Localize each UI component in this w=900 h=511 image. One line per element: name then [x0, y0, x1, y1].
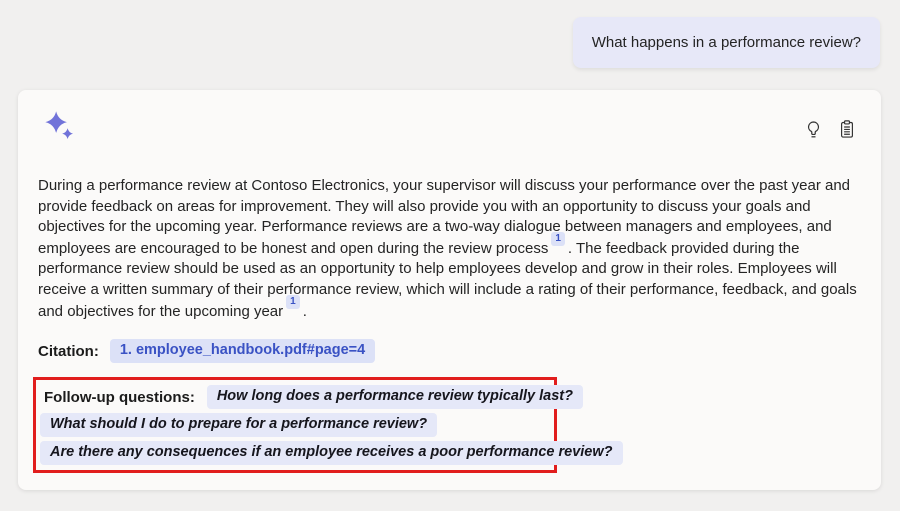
clipboard-button[interactable]: [837, 118, 857, 141]
followup-question-1[interactable]: How long does a performance review typic…: [206, 385, 583, 410]
answer-text: During a performance review at Contoso E…: [38, 176, 861, 322]
answer-text-segment: During a performance review at Contoso E…: [38, 177, 851, 257]
followup-row: Are there any consequences if an employe…: [40, 441, 623, 466]
followup-question-3[interactable]: Are there any consequences if an employe…: [40, 441, 623, 466]
answer-toolbar: [803, 118, 857, 141]
lightbulb-button[interactable]: [803, 118, 824, 141]
lightbulb-icon: [804, 121, 823, 143]
answer-card-header: [38, 110, 861, 146]
answer-card: During a performance review at Contoso E…: [18, 90, 881, 490]
ai-sparkle-icon: [44, 110, 75, 146]
followup-row: What should I do to prepare for a perfor…: [40, 413, 550, 438]
followup-highlight-box: Follow-up questions: How long does a per…: [33, 377, 623, 474]
citation-link[interactable]: 1. employee_handbook.pdf#page=4: [109, 339, 376, 364]
citation-label: Citation:: [38, 342, 99, 360]
answer-text-segment: .: [302, 302, 307, 320]
citation-marker-1[interactable]: 1: [551, 231, 565, 246]
followup-question-2[interactable]: What should I do to prepare for a perfor…: [40, 413, 438, 438]
user-message-bubble: What happens in a performance review?: [572, 17, 880, 68]
clipboard-icon: [838, 120, 856, 143]
followup-row: Follow-up questions: How long does a per…: [40, 385, 583, 410]
citation-marker-2[interactable]: 1: [286, 294, 300, 309]
citation-row: Citation: 1. employee_handbook.pdf#page=…: [38, 339, 861, 364]
answer-text-segment: . The feedback provided during the perfo…: [38, 239, 857, 320]
followup-label: Follow-up questions:: [44, 388, 195, 406]
user-message-text: What happens in a performance review?: [591, 34, 861, 51]
